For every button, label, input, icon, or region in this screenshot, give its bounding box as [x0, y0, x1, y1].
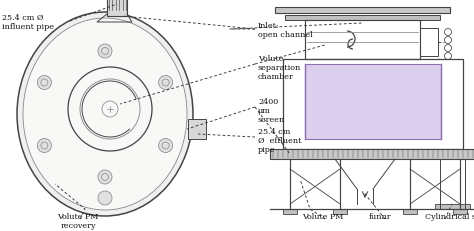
Circle shape — [98, 45, 112, 59]
Bar — [305, 21, 420, 60]
Text: funnr: funnr — [369, 212, 392, 220]
Text: Inlet:
open channel: Inlet: open channel — [258, 22, 313, 39]
Bar — [435, 204, 470, 209]
Bar — [270, 149, 474, 159]
Bar — [453, 209, 467, 214]
Text: 2400
μm
screen: 2400 μm screen — [258, 97, 285, 124]
Circle shape — [98, 191, 112, 205]
Text: Volute
separation
chamber: Volute separation chamber — [258, 55, 301, 81]
Circle shape — [37, 139, 51, 153]
Bar — [305, 65, 441, 139]
Bar — [283, 60, 463, 149]
Text: 25.4 cm Ø
influent pipe: 25.4 cm Ø influent pipe — [2, 14, 54, 31]
Ellipse shape — [23, 19, 187, 210]
Bar — [283, 209, 297, 214]
Bar — [333, 209, 347, 214]
Text: Cylindrical sump: Cylindrical sump — [426, 212, 474, 220]
Bar — [188, 119, 206, 139]
Circle shape — [159, 76, 173, 90]
Circle shape — [37, 76, 51, 90]
Bar — [275, 8, 450, 14]
Text: Volute PM: Volute PM — [302, 212, 344, 220]
Ellipse shape — [17, 13, 193, 216]
Bar — [107, 0, 127, 17]
Circle shape — [159, 139, 173, 153]
Text: 25.4 cm
Ø  effluent
pipe: 25.4 cm Ø effluent pipe — [258, 128, 301, 154]
Bar — [420, 29, 438, 57]
Text: Volute PM
recovery: Volute PM recovery — [57, 212, 99, 229]
Bar — [403, 209, 417, 214]
Circle shape — [98, 170, 112, 184]
Bar — [285, 16, 440, 21]
